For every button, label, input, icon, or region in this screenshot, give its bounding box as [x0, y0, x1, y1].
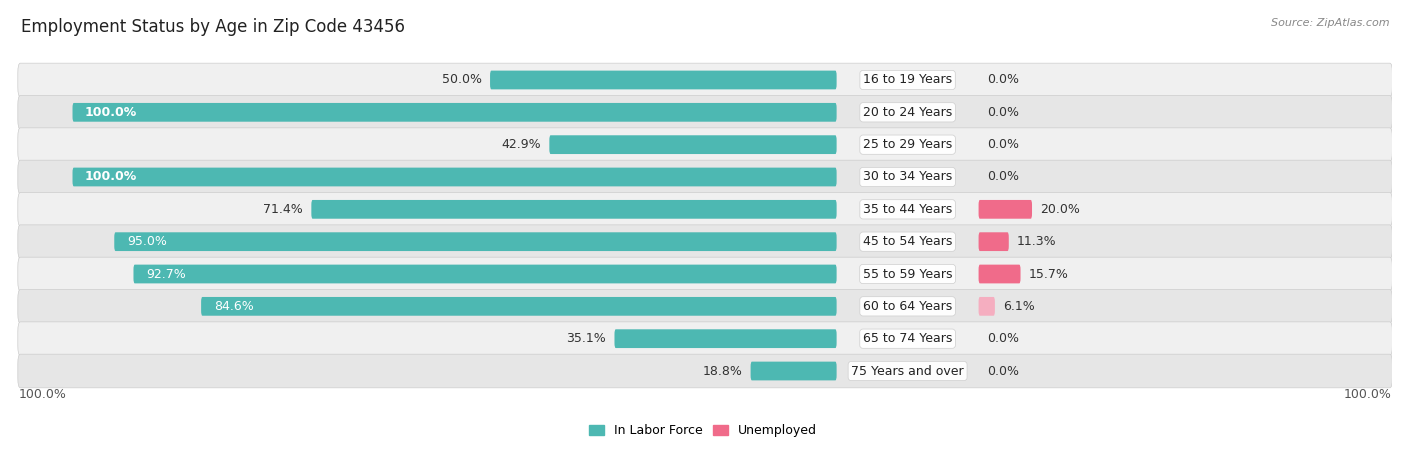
- FancyBboxPatch shape: [18, 160, 1392, 194]
- FancyBboxPatch shape: [201, 297, 837, 316]
- FancyBboxPatch shape: [134, 265, 837, 283]
- FancyBboxPatch shape: [18, 193, 1392, 226]
- Text: 95.0%: 95.0%: [127, 235, 167, 248]
- Text: 30 to 34 Years: 30 to 34 Years: [863, 170, 952, 184]
- Text: 0.0%: 0.0%: [987, 106, 1019, 119]
- FancyBboxPatch shape: [550, 135, 837, 154]
- Text: 11.3%: 11.3%: [1017, 235, 1057, 248]
- FancyBboxPatch shape: [18, 322, 1392, 355]
- Text: 100.0%: 100.0%: [84, 170, 138, 184]
- Legend: In Labor Force, Unemployed: In Labor Force, Unemployed: [583, 419, 823, 442]
- FancyBboxPatch shape: [614, 329, 837, 348]
- Text: 25 to 29 Years: 25 to 29 Years: [863, 138, 952, 151]
- FancyBboxPatch shape: [979, 297, 995, 316]
- FancyBboxPatch shape: [18, 128, 1392, 161]
- Text: 15.7%: 15.7%: [1029, 267, 1069, 281]
- Text: Employment Status by Age in Zip Code 43456: Employment Status by Age in Zip Code 434…: [21, 18, 405, 36]
- FancyBboxPatch shape: [311, 200, 837, 219]
- FancyBboxPatch shape: [491, 71, 837, 89]
- Text: 71.4%: 71.4%: [263, 203, 304, 216]
- Text: 0.0%: 0.0%: [987, 138, 1019, 151]
- Text: 65 to 74 Years: 65 to 74 Years: [863, 332, 952, 345]
- FancyBboxPatch shape: [18, 354, 1392, 388]
- Text: 0.0%: 0.0%: [987, 332, 1019, 345]
- FancyBboxPatch shape: [114, 232, 837, 251]
- Text: 20 to 24 Years: 20 to 24 Years: [863, 106, 952, 119]
- FancyBboxPatch shape: [979, 265, 1021, 283]
- FancyBboxPatch shape: [18, 290, 1392, 323]
- Text: 6.1%: 6.1%: [1004, 300, 1035, 313]
- Text: 42.9%: 42.9%: [502, 138, 541, 151]
- Text: 0.0%: 0.0%: [987, 364, 1019, 377]
- Text: 45 to 54 Years: 45 to 54 Years: [863, 235, 952, 248]
- Text: 35 to 44 Years: 35 to 44 Years: [863, 203, 952, 216]
- FancyBboxPatch shape: [979, 232, 1008, 251]
- Text: 100.0%: 100.0%: [84, 106, 138, 119]
- FancyBboxPatch shape: [751, 362, 837, 380]
- FancyBboxPatch shape: [73, 168, 837, 186]
- Text: 55 to 59 Years: 55 to 59 Years: [863, 267, 952, 281]
- Text: 18.8%: 18.8%: [703, 364, 742, 377]
- Text: 0.0%: 0.0%: [987, 74, 1019, 87]
- FancyBboxPatch shape: [18, 225, 1392, 258]
- Text: 50.0%: 50.0%: [441, 74, 482, 87]
- Text: 100.0%: 100.0%: [1344, 388, 1392, 401]
- FancyBboxPatch shape: [18, 96, 1392, 129]
- Text: 92.7%: 92.7%: [146, 267, 186, 281]
- Text: Source: ZipAtlas.com: Source: ZipAtlas.com: [1271, 18, 1389, 28]
- FancyBboxPatch shape: [979, 200, 1032, 219]
- FancyBboxPatch shape: [18, 63, 1392, 97]
- FancyBboxPatch shape: [73, 103, 837, 122]
- Text: 84.6%: 84.6%: [214, 300, 253, 313]
- FancyBboxPatch shape: [18, 257, 1392, 291]
- Text: 35.1%: 35.1%: [567, 332, 606, 345]
- Text: 0.0%: 0.0%: [987, 170, 1019, 184]
- Text: 60 to 64 Years: 60 to 64 Years: [863, 300, 952, 313]
- Text: 16 to 19 Years: 16 to 19 Years: [863, 74, 952, 87]
- Text: 100.0%: 100.0%: [18, 388, 66, 401]
- Text: 75 Years and over: 75 Years and over: [851, 364, 965, 377]
- Text: 20.0%: 20.0%: [1040, 203, 1080, 216]
